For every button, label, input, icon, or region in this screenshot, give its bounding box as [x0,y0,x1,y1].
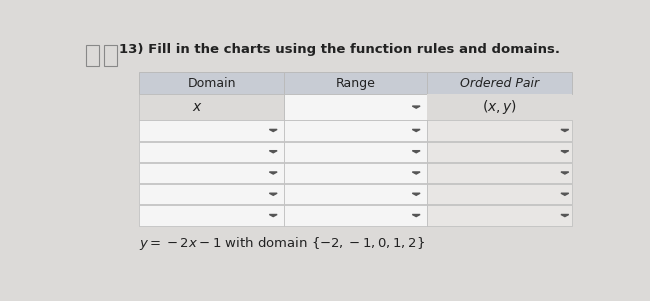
Bar [139,163,284,183]
Bar [284,95,427,120]
Polygon shape [561,193,569,195]
Polygon shape [412,129,420,132]
Polygon shape [561,129,569,132]
Polygon shape [269,151,277,153]
Polygon shape [412,215,420,217]
Bar [284,120,427,141]
Bar [139,120,284,141]
Polygon shape [561,215,569,217]
Text: 13) Fill in the charts using the function rules and domains.: 13) Fill in the charts using the functio… [119,43,560,56]
Text: Range: Range [336,77,376,90]
Bar [427,205,573,226]
Polygon shape [412,151,420,153]
Polygon shape [269,215,277,217]
Bar [284,205,427,226]
Polygon shape [269,193,277,195]
Polygon shape [269,172,277,174]
Text: Ordered Pair: Ordered Pair [460,77,540,90]
Polygon shape [269,129,277,132]
Bar [139,72,284,95]
Bar [427,72,573,95]
Bar [284,72,427,95]
Bar [284,184,427,204]
Bar [139,141,284,162]
Text: Domain: Domain [187,77,236,90]
Bar [427,163,573,183]
Text: $(x, y)$: $(x, y)$ [482,98,517,116]
Polygon shape [561,151,569,153]
Bar [284,163,427,183]
Bar [284,141,427,162]
Bar [427,120,573,141]
Text: $y = -2x - 1$ with domain $\{-2, -1, 0, 1, 2\}$: $y = -2x - 1$ with domain $\{-2, -1, 0, … [139,235,425,253]
Polygon shape [412,106,420,108]
Text: x: x [192,100,201,114]
Polygon shape [561,172,569,174]
Polygon shape [412,172,420,174]
Bar [139,95,284,120]
Bar [427,141,573,162]
Bar [427,95,573,120]
Bar [139,184,284,204]
Bar [139,205,284,226]
Bar [427,184,573,204]
Polygon shape [412,193,420,195]
